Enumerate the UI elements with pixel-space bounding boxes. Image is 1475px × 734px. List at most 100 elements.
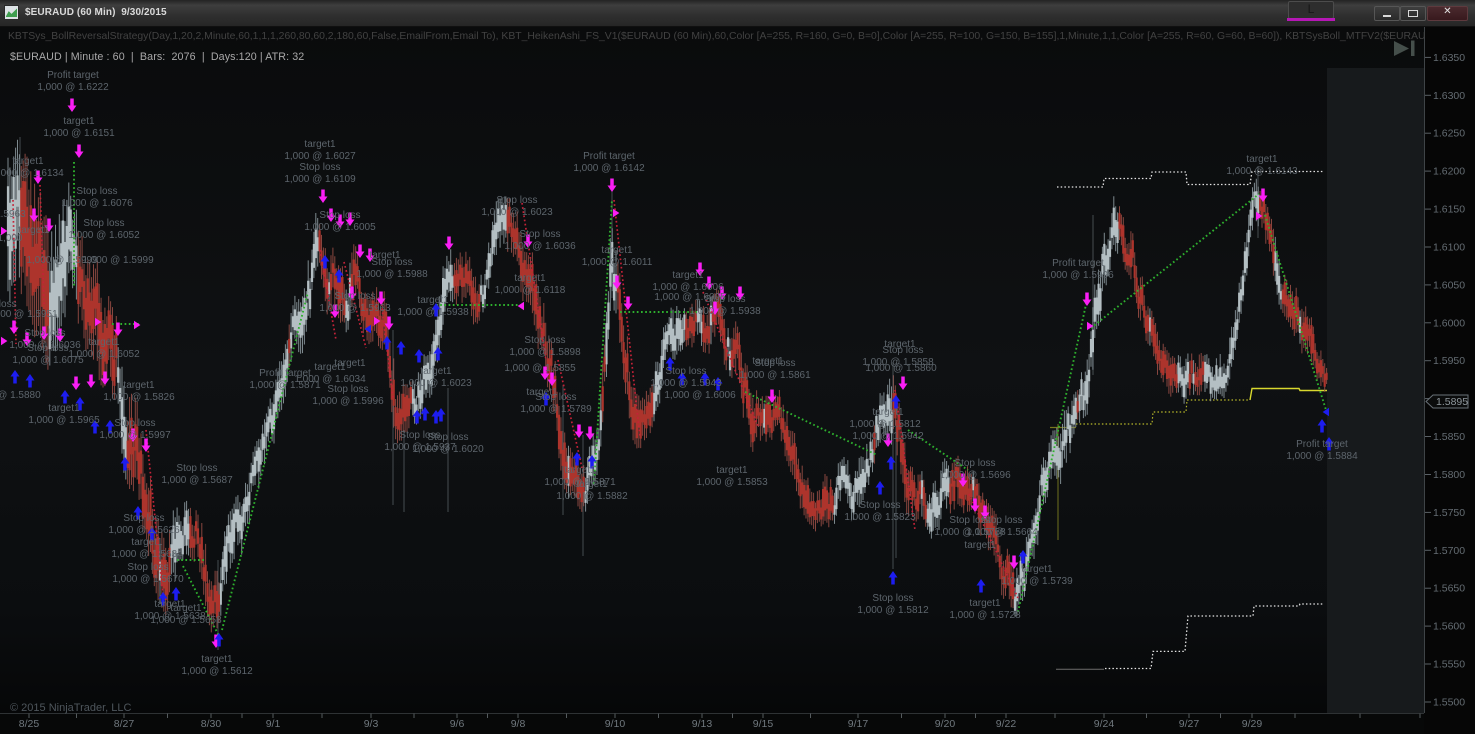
svg-text:1.6000: 1.6000 <box>1433 317 1465 329</box>
svg-text:1,000 @ 1.5938: 1,000 @ 1.5938 <box>689 306 761 317</box>
svg-text:target1: target1 <box>334 358 366 369</box>
svg-text:1,000 @ 1.6006: 1,000 @ 1.6006 <box>664 390 736 401</box>
svg-text:Stop loss: Stop loss <box>334 291 375 302</box>
svg-text:1,000 @ 1.5634: 1,000 @ 1.5634 <box>111 549 183 560</box>
svg-text:1,000 @ 1.5943: 1,000 @ 1.5943 <box>650 378 722 389</box>
svg-text:1,000 @ 1.5664: 1,000 @ 1.5664 <box>966 527 1038 538</box>
svg-text:1,000 @ 1.6036: 1,000 @ 1.6036 <box>9 340 81 351</box>
svg-text:1,000 @ 1.5812: 1,000 @ 1.5812 <box>857 605 929 616</box>
svg-text:Stop loss: Stop loss <box>127 562 168 573</box>
svg-text:9/1: 9/1 <box>266 718 281 730</box>
svg-text:Stop loss: Stop loss <box>872 593 913 604</box>
svg-text:Profit target: Profit target <box>583 151 635 162</box>
svg-text:1,000 @ 1.5996: 1,000 @ 1.5996 <box>1042 270 1114 281</box>
svg-text:1,000 @ 1.5861: 1,000 @ 1.5861 <box>739 370 811 381</box>
svg-text:1,000 @ 1.5823: 1,000 @ 1.5823 <box>844 512 916 523</box>
svg-text:Stop loss: Stop loss <box>519 229 560 240</box>
svg-text:1,000 @ 1.5898: 1,000 @ 1.5898 <box>509 347 581 358</box>
svg-text:1,000 @ 1.6052: 1,000 @ 1.6052 <box>68 349 140 360</box>
svg-text:Stop loss: Stop loss <box>83 218 124 229</box>
svg-text:1,000 @ 1.6020: 1,000 @ 1.6020 <box>412 444 484 455</box>
svg-text:1,000 @ 1.5658: 1,000 @ 1.5658 <box>150 615 222 626</box>
svg-text:1,000 @ 1.6011: 1,000 @ 1.6011 <box>582 257 653 268</box>
svg-text:1,000 @ 1.6142: 1,000 @ 1.6142 <box>573 163 645 174</box>
svg-text:1.6200: 1.6200 <box>1433 166 1465 178</box>
svg-text:1,000 @ 1.5997: 1,000 @ 1.5997 <box>99 430 171 441</box>
svg-text:8/27: 8/27 <box>114 718 135 730</box>
svg-text:1,000 @ 1.6034: 1,000 @ 1.6034 <box>294 374 366 385</box>
svg-text:target1: target1 <box>420 366 452 377</box>
svg-text:Stop loss: Stop loss <box>123 513 164 524</box>
svg-text:Stop loss: Stop loss <box>524 335 565 346</box>
svg-text:target1: target1 <box>601 245 633 256</box>
svg-text:1,000 @ 1.6052: 1,000 @ 1.6052 <box>68 230 140 241</box>
svg-text:1,000 @ 1.5812: 1,000 @ 1.5812 <box>849 419 921 430</box>
svg-text:9/20: 9/20 <box>935 718 956 730</box>
svg-text:1.6150: 1.6150 <box>1433 204 1465 216</box>
svg-text:Stop loss: Stop loss <box>176 463 217 474</box>
svg-text:1,000 @ 1.6075: 1,000 @ 1.6075 <box>12 355 84 366</box>
svg-text:target1: target1 <box>884 339 916 350</box>
svg-text:1.5700: 1.5700 <box>1433 545 1465 557</box>
svg-text:Stop loss: Stop loss <box>327 384 368 395</box>
svg-text:1,000 @ 1.5687: 1,000 @ 1.5687 <box>161 475 233 486</box>
svg-text:Stop loss: Stop loss <box>954 458 995 469</box>
svg-text:target1: target1 <box>12 156 44 167</box>
svg-text:target1: target1 <box>964 540 996 551</box>
svg-text:1,000 @ 1.5996: 1,000 @ 1.5996 <box>312 396 384 407</box>
svg-text:1.6300: 1.6300 <box>1433 90 1465 102</box>
svg-text:1,000 @ 1.5963: 1,000 @ 1.5963 <box>0 209 26 220</box>
svg-text:target1: target1 <box>369 250 401 261</box>
svg-text:1.6100: 1.6100 <box>1433 242 1465 254</box>
svg-text:1,000 @ 1.5758: 1,000 @ 1.5758 <box>934 527 1006 538</box>
svg-text:1,000 @ 1.5853: 1,000 @ 1.5853 <box>696 477 768 488</box>
svg-text:1,000 @ 1.6222: 1,000 @ 1.6222 <box>37 82 109 93</box>
svg-text:Profit target: Profit target <box>47 70 99 81</box>
svg-text:Stop loss: Stop loss <box>496 195 537 206</box>
svg-text:1,000 @ 1.5871: 1,000 @ 1.5871 <box>249 380 321 391</box>
svg-text:Stop loss: Stop loss <box>754 358 795 369</box>
svg-text:target1: target1 <box>872 407 904 418</box>
svg-text:1.6250: 1.6250 <box>1433 128 1465 140</box>
svg-text:1,000 @ 1.5880: 1,000 @ 1.5880 <box>0 390 41 401</box>
svg-text:Stop loss: Stop loss <box>76 186 117 197</box>
svg-text:1,000 @ 1.5965: 1,000 @ 1.5965 <box>28 415 100 426</box>
svg-text:9/24: 9/24 <box>1094 718 1115 730</box>
svg-text:1,000 @ 1.5612: 1,000 @ 1.5612 <box>181 666 253 677</box>
svg-text:1,000 @ 1.5855: 1,000 @ 1.5855 <box>504 363 576 374</box>
svg-text:1,000 @ 1.5626: 1,000 @ 1.5626 <box>108 525 180 536</box>
svg-text:1,000 @ 1.5937: 1,000 @ 1.5937 <box>384 442 456 453</box>
svg-text:1,000 @ 1.5884: 1,000 @ 1.5884 <box>1286 451 1358 462</box>
svg-text:1,000 @ 1.5942: 1,000 @ 1.5942 <box>852 431 924 442</box>
svg-text:Stop loss: Stop loss <box>535 392 576 403</box>
svg-text:1,000 @ 1.5963: 1,000 @ 1.5963 <box>319 303 391 314</box>
svg-text:1,000 @ 1.5696: 1,000 @ 1.5696 <box>939 470 1011 481</box>
svg-text:1.5895: 1.5895 <box>1436 396 1468 408</box>
svg-text:target1: target1 <box>170 603 202 614</box>
svg-text:1,000 @ 1.5951: 1,000 @ 1.5951 <box>0 309 58 320</box>
svg-text:Stop loss: Stop loss <box>882 345 923 356</box>
svg-text:Stop loss: Stop loss <box>371 257 412 268</box>
svg-text:1,000 @ 1.6023: 1,000 @ 1.6023 <box>400 378 472 389</box>
svg-text:8/25: 8/25 <box>19 718 40 730</box>
svg-text:Profit target: Profit target <box>1052 258 1104 269</box>
svg-text:1,000 @ 1.6005: 1,000 @ 1.6005 <box>654 292 726 303</box>
svg-text:1,000 @ 1.5728: 1,000 @ 1.5728 <box>949 610 1021 621</box>
svg-text:target1: target1 <box>131 537 163 548</box>
svg-text:1.5650: 1.5650 <box>1433 583 1465 595</box>
svg-text:target1: target1 <box>123 380 155 391</box>
svg-text:1,000 @ 1.6006: 1,000 @ 1.6006 <box>652 282 724 293</box>
svg-text:target1: target1 <box>18 225 50 236</box>
svg-text:1,000 @ 1.6151: 1,000 @ 1.6151 <box>43 128 115 139</box>
svg-text:1,000 @ 1.5638: 1,000 @ 1.5638 <box>134 611 206 622</box>
svg-text:Stop loss: Stop loss <box>949 515 990 526</box>
svg-text:target1: target1 <box>88 337 120 348</box>
svg-text:target1: target1 <box>201 654 233 665</box>
svg-text:1.5800: 1.5800 <box>1433 469 1465 481</box>
svg-text:target1: target1 <box>417 295 449 306</box>
svg-text:1.5550: 1.5550 <box>1433 659 1465 671</box>
svg-text:1,000 @ 1.5988: 1,000 @ 1.5988 <box>356 269 428 280</box>
svg-text:1,000 @ 1.6134: 1,000 @ 1.6134 <box>0 168 64 179</box>
svg-text:target1: target1 <box>564 465 596 476</box>
svg-text:1,000 @ 1.6027: 1,000 @ 1.6027 <box>284 151 356 162</box>
